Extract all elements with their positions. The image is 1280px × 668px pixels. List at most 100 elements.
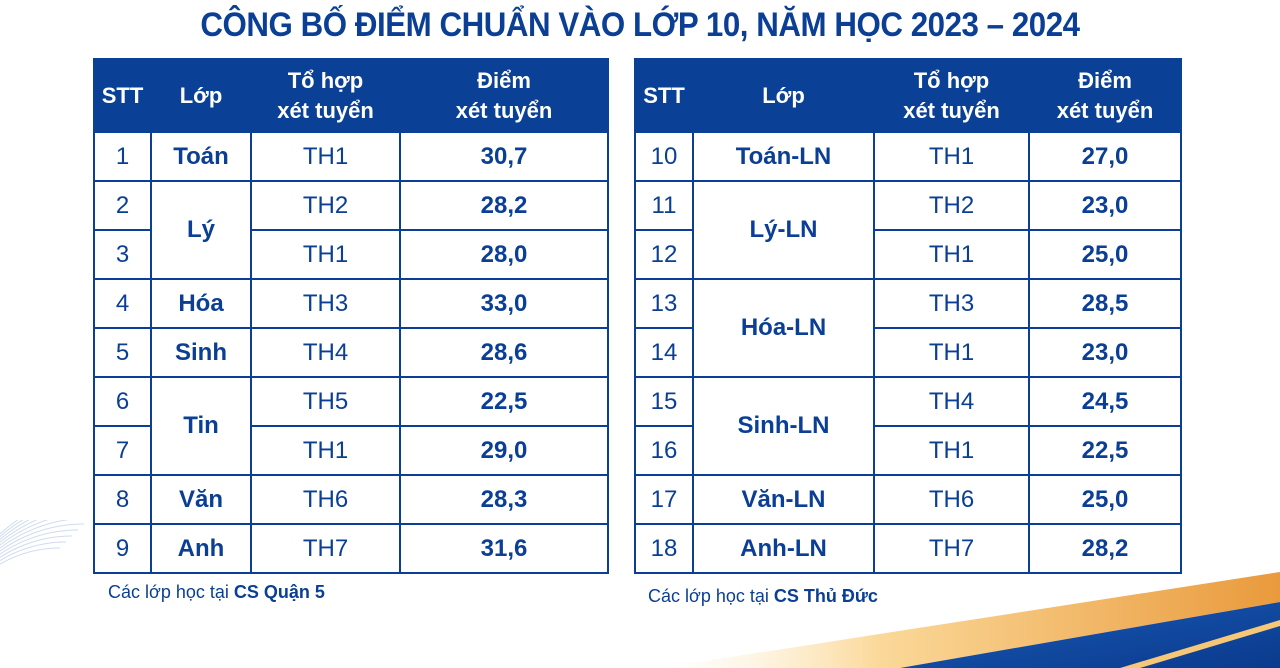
cell-class: Sinh-LN bbox=[692, 376, 875, 476]
table-row: 18 Anh-LN TH7 28,2 bbox=[634, 523, 1182, 574]
cell-score: 23,0 bbox=[1028, 327, 1182, 378]
header-score: Điểm xét tuyển bbox=[399, 58, 609, 133]
cell-combo: TH3 bbox=[250, 278, 401, 329]
table-row: 14 TH1 23,0 bbox=[634, 327, 1182, 378]
table-row: 2 Lý TH2 28,2 bbox=[93, 180, 609, 280]
cell-combo: TH2 bbox=[250, 180, 401, 231]
table-row: 6 Tin TH5 22,5 bbox=[93, 376, 609, 476]
table-row: 16 TH1 22,5 bbox=[634, 425, 1182, 476]
cell-stt: 9 bbox=[93, 523, 152, 574]
campus-note-quan5: Các lớp học tại CS Quận 5 bbox=[108, 582, 325, 603]
table-row: 5 Sinh TH4 28,6 bbox=[93, 327, 609, 378]
header-score-line1: Điểm bbox=[1078, 67, 1132, 93]
cell-score: 28,5 bbox=[1028, 278, 1182, 329]
header-score: Điểm xét tuyển bbox=[1028, 58, 1182, 133]
header-combo: Tổ hợp xét tuyển bbox=[250, 58, 401, 133]
cell-class: Toán bbox=[150, 131, 252, 182]
cell-combo: TH3 bbox=[873, 278, 1030, 329]
campus-note-thu-duc: Các lớp học tại CS Thủ Đức bbox=[648, 586, 878, 607]
cell-score: 24,5 bbox=[1028, 376, 1182, 427]
header-combo-line2: xét tuyển bbox=[903, 97, 1000, 123]
note-campus: CS Quận 5 bbox=[233, 582, 325, 602]
cell-score: 31,6 bbox=[399, 523, 609, 574]
cell-stt: 4 bbox=[93, 278, 152, 329]
cell-combo: TH6 bbox=[873, 474, 1030, 525]
cell-combo: TH4 bbox=[873, 376, 1030, 427]
table-row: 7 TH1 29,0 bbox=[93, 425, 609, 476]
header-stt: STT bbox=[93, 58, 152, 133]
cell-stt: 14 bbox=[634, 327, 694, 378]
cell-combo: TH6 bbox=[250, 474, 401, 525]
cell-stt: 5 bbox=[93, 327, 152, 378]
cell-stt: 13 bbox=[634, 278, 694, 329]
cutoff-table-quan5: STT Lớp Tổ hợp xét tuyển Điểm xét tuyển 1 … bbox=[93, 58, 609, 574]
cell-class: Hóa bbox=[150, 278, 252, 329]
cell-stt: 3 bbox=[93, 229, 152, 280]
note-prefix: Các lớp học tại bbox=[108, 582, 234, 602]
table-row: 8 Văn TH6 28,3 bbox=[93, 474, 609, 525]
header-class: Lớp bbox=[692, 58, 875, 133]
table-row: 10 Toán-LN TH1 27,0 bbox=[634, 131, 1182, 182]
cell-score: 28,2 bbox=[1028, 523, 1182, 574]
cell-class: Văn bbox=[150, 474, 252, 525]
header-score-line2: xét tuyển bbox=[455, 97, 553, 123]
cell-combo: TH1 bbox=[250, 131, 401, 182]
cell-stt: 10 bbox=[634, 131, 694, 182]
cell-stt: 16 bbox=[634, 425, 694, 476]
cell-stt: 15 bbox=[634, 376, 694, 427]
cell-class: Tin bbox=[150, 376, 252, 476]
cell-class: Văn-LN bbox=[692, 474, 875, 525]
cell-score: 27,0 bbox=[1028, 131, 1182, 182]
cell-combo: TH1 bbox=[873, 425, 1030, 476]
table-header-row: STT Lớp Tổ hợp xét tuyển Điểm xét tuyển bbox=[634, 58, 1182, 133]
header-stt: STT bbox=[634, 58, 694, 133]
cell-score: 25,0 bbox=[1028, 474, 1182, 525]
note-prefix: Các lớp học tại bbox=[648, 586, 774, 606]
table-row: 13 Hóa-LN TH3 28,5 bbox=[634, 278, 1182, 378]
cell-combo: TH1 bbox=[250, 425, 401, 476]
table-row: 15 Sinh-LN TH4 24,5 bbox=[634, 376, 1182, 476]
cell-class: Toán-LN bbox=[692, 131, 875, 182]
cell-stt: 17 bbox=[634, 474, 694, 525]
cell-class: Anh bbox=[150, 523, 252, 574]
table-row: 17 Văn-LN TH6 25,0 bbox=[634, 474, 1182, 525]
page-title: CÔNG BỐ ĐIỂM CHUẨN VÀO LỚP 10, NĂM HỌC 2… bbox=[200, 6, 1080, 44]
table-row: 12 TH1 25,0 bbox=[634, 229, 1182, 280]
decorative-swoosh bbox=[660, 572, 1280, 668]
cell-score: 28,3 bbox=[399, 474, 609, 525]
cell-class: Lý-LN bbox=[692, 180, 875, 280]
note-campus: CS Thủ Đức bbox=[773, 586, 878, 606]
cell-stt: 11 bbox=[634, 180, 694, 231]
cell-score: 28,6 bbox=[399, 327, 609, 378]
table-row: 4 Hóa TH3 33,0 bbox=[93, 278, 609, 329]
table-header-row: STT Lớp Tổ hợp xét tuyển Điểm xét tuyển bbox=[93, 58, 609, 133]
cell-class: Lý bbox=[150, 180, 252, 280]
cell-combo: TH1 bbox=[250, 229, 401, 280]
cell-stt: 2 bbox=[93, 180, 152, 231]
header-class: Lớp bbox=[150, 58, 252, 133]
cell-stt: 7 bbox=[93, 425, 152, 476]
header-combo-line1: Tổ hợp bbox=[913, 67, 990, 93]
cell-combo: TH1 bbox=[873, 131, 1030, 182]
cutoff-table-thu-duc: STT Lớp Tổ hợp xét tuyển Điểm xét tuyển 10… bbox=[634, 58, 1182, 574]
table-row: 9 Anh TH7 31,6 bbox=[93, 523, 609, 574]
cell-stt: 1 bbox=[93, 131, 152, 182]
cell-score: 29,0 bbox=[399, 425, 609, 476]
cell-class: Anh-LN bbox=[692, 523, 875, 574]
cell-class: Sinh bbox=[150, 327, 252, 378]
cell-score: 30,7 bbox=[399, 131, 609, 182]
cell-stt: 18 bbox=[634, 523, 694, 574]
header-score-line2: xét tuyển bbox=[1056, 97, 1154, 123]
cell-combo: TH4 bbox=[250, 327, 401, 378]
cell-score: 23,0 bbox=[1028, 180, 1182, 231]
table-row: 11 Lý-LN TH2 23,0 bbox=[634, 180, 1182, 280]
cell-stt: 8 bbox=[93, 474, 152, 525]
table-row: 3 TH1 28,0 bbox=[93, 229, 609, 280]
decorative-arcs bbox=[0, 520, 85, 565]
cell-combo: TH7 bbox=[873, 523, 1030, 574]
cell-class: Hóa-LN bbox=[692, 278, 875, 378]
cell-score: 28,0 bbox=[399, 229, 609, 280]
cell-score: 25,0 bbox=[1028, 229, 1182, 280]
header-combo-line1: Tổ hợp bbox=[287, 67, 364, 93]
header-combo-line2: xét tuyển bbox=[277, 97, 374, 123]
